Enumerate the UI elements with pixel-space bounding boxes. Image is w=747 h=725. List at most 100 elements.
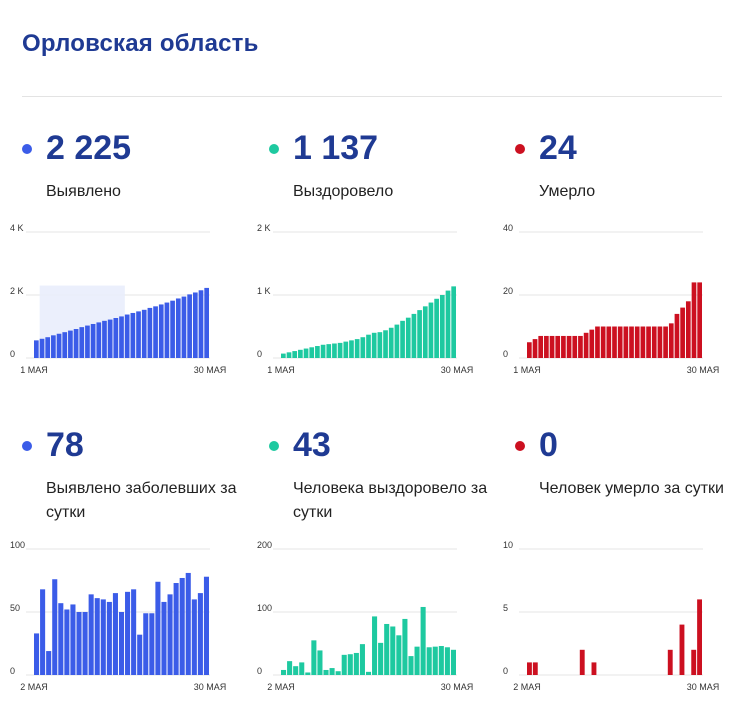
bar [697,282,702,358]
bar [332,343,337,358]
y-tick-label: 4 K [10,223,24,233]
bar [58,603,64,675]
chart-deaths_daily: 0 5 10 2 МАЯ 30 МАЯ [503,540,720,692]
bar [203,576,209,675]
bar [112,593,118,675]
bar [532,662,538,675]
x-tick-end: 30 МАЯ [194,682,227,692]
bar [158,304,164,358]
page-title: Орловская область [22,30,259,57]
stat-label-recovered: Выздоровело [293,183,394,200]
bar [70,604,76,675]
bar [629,326,634,358]
bar [73,329,79,358]
bar [555,335,561,358]
bar [118,612,125,675]
bar [405,317,411,358]
bar [679,624,685,675]
stat-panel-recovered_daily: 43 Человека выздоровело за сутки 0 100 200 2 … [257,425,499,725]
chart-detected_daily: 0 50 100 2 МАЯ 30 МАЯ [10,540,227,692]
bar [667,649,673,675]
bar [88,594,94,675]
bar [85,325,90,358]
bar [420,606,426,675]
x-tick-start: 2 МАЯ [267,682,295,692]
bar [685,301,691,358]
bar [527,342,532,358]
bar [451,286,456,358]
bar [100,599,106,675]
bar [445,290,451,358]
bar [426,647,432,675]
y-tick-label: 0 [10,349,15,359]
bar [147,307,153,358]
x-tick-start: 1 МАЯ [20,365,48,375]
y-tick-label: 2 K [257,223,271,233]
bar [600,326,606,358]
bar [411,313,417,358]
bar [651,326,657,358]
bar [591,662,597,675]
chart-recovered_daily: 0 100 200 2 МАЯ 30 МАЯ [257,540,473,692]
bar [359,644,365,675]
bar [34,633,40,675]
bar [90,323,96,358]
bar [617,326,623,358]
bar [143,613,149,675]
bar [383,330,388,358]
bar [292,351,298,358]
bar [45,337,51,358]
x-tick-end: 30 МАЯ [687,682,720,692]
bar [583,332,589,358]
bar [674,313,680,358]
bar [64,609,70,675]
bar [606,326,612,358]
bar [360,337,366,358]
bar [663,326,668,358]
bar [107,319,113,358]
bar [198,290,204,358]
bar [131,589,137,675]
stat-label-deaths_daily: Человек умерло за сутки [539,480,724,497]
bar [589,329,595,358]
bar [305,672,311,675]
bar [79,327,85,358]
bar [192,292,198,358]
bar [335,671,341,675]
bar [119,316,124,358]
bar [124,314,130,358]
bar [349,340,354,358]
bar [668,323,674,358]
bar [299,662,305,675]
bar [197,593,203,675]
bar [377,332,383,358]
bar [141,309,147,358]
bar [164,302,170,358]
bar [311,640,317,675]
bar [315,346,320,358]
bar [298,349,303,358]
stat-panel-deaths_daily: 0 Человек умерло за сутки 0 5 10 2 МАЯ 30 МАЯ [503,425,745,725]
bar [384,623,390,675]
bar [320,344,326,358]
bar [293,666,299,675]
bar [153,306,158,358]
bar [175,298,181,358]
bar [402,618,408,675]
series-dot-recovered_daily [269,441,279,451]
bar [680,307,685,358]
y-tick-label: 200 [257,540,272,550]
bar [170,300,175,358]
bar [422,306,428,358]
stat-panel-detected: 2 225 Выявлено 0 2 K 4 K 1 МАЯ 30 МАЯ [10,128,252,428]
series-dot-detected_daily [22,441,32,451]
y-tick-label: 5 [503,603,508,613]
bar [438,646,444,675]
y-tick-label: 50 [10,603,20,613]
y-tick-label: 100 [10,540,25,550]
bar [303,348,309,358]
bar [561,335,566,358]
bar [39,338,45,358]
bar [417,310,422,358]
bar [396,635,402,675]
